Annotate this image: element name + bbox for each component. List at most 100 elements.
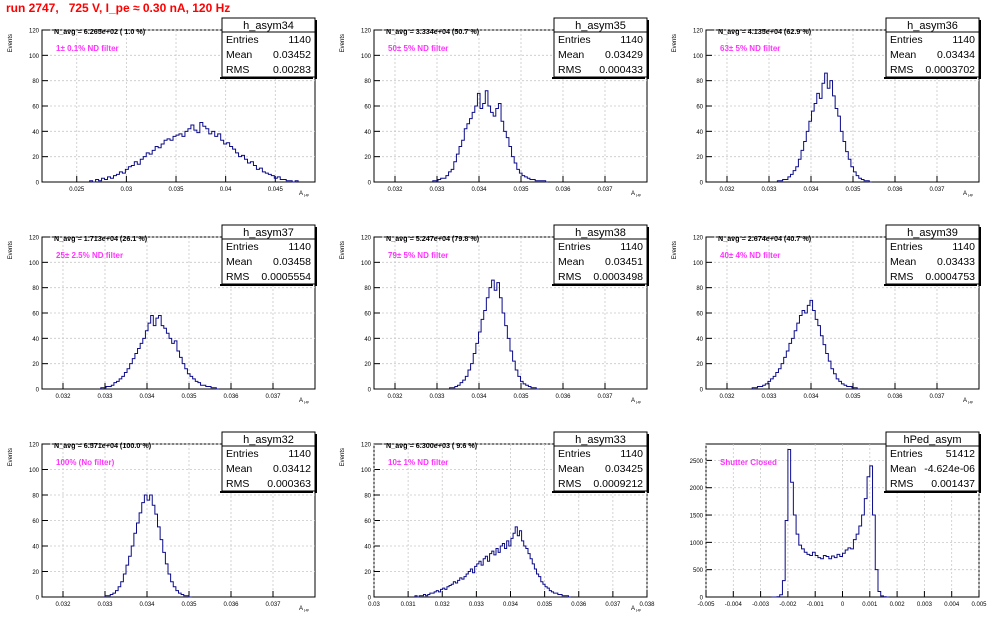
x-tick-label: 0.037 (929, 187, 945, 193)
stats-label: Entries (890, 448, 923, 460)
stats-box-shadow (884, 284, 977, 286)
x-axis-label: A μp (631, 606, 642, 612)
x-tick-label: 0.033 (429, 394, 445, 400)
y-axis-label: Events (340, 34, 346, 52)
stats-label: RMS (226, 64, 249, 76)
x-tick-label: 0 (841, 602, 845, 608)
y-tick-label: 60 (32, 519, 39, 525)
y-tick-label: 500 (693, 568, 704, 574)
x-axis-label-subscript: μp (304, 192, 309, 197)
x-tick-label: -0.005 (697, 602, 715, 608)
stats-box-title: h_asym34 (243, 20, 294, 32)
histogram-panel-h_asym33: 0 20 40 60 80 100 120 0.03 0.031 0.032 0.033 0.034 0… (340, 431, 655, 612)
y-tick-label: 20 (364, 155, 371, 161)
x-tick-label: 0.034 (803, 394, 819, 400)
stats-label: Entries (226, 448, 259, 460)
y-tick-label: 0 (700, 596, 704, 602)
y-tick-label: 1500 (690, 514, 704, 520)
y-tick-label: 0 (368, 596, 372, 602)
stats-box-shadow (315, 20, 317, 79)
navg-label: N_avg = 6.571e+04 (100.0 %) (54, 441, 152, 450)
stats-value: 1140 (620, 34, 643, 46)
y-tick-label: 20 (32, 155, 39, 161)
navg-label: N_avg = 1.713e+04 (26.1 %) (54, 234, 148, 243)
x-tick-label: 0.04 (220, 187, 232, 193)
x-tick-label: 0.038 (639, 602, 655, 608)
histogram-panel-h_asym38: 0 20 40 60 80 100 120 0.032 0.033 0.034 0.035 0.036… (340, 224, 649, 404)
y-tick-label: 2500 (690, 459, 704, 465)
x-tick-label: 0.032 (387, 394, 403, 400)
y-tick-label: 20 (364, 570, 371, 576)
stats-box-shadow (552, 491, 645, 493)
stats-label: RMS (890, 478, 913, 490)
histogram-line (100, 315, 219, 390)
stats-box-title: h_asym35 (575, 20, 626, 32)
x-tick-label: -0.001 (807, 602, 825, 608)
y-tick-label: 60 (32, 312, 39, 318)
y-tick-label: 100 (29, 261, 40, 267)
stats-box (885, 224, 980, 285)
x-tick-label: 0.03 (368, 602, 380, 608)
stats-box-shadow (552, 77, 645, 79)
x-tick-label: 0.003 (917, 602, 933, 608)
stats-box-shadow (979, 20, 981, 79)
y-tick-label: 40 (364, 130, 371, 136)
x-tick-label: 0.033 (761, 394, 777, 400)
histogram-panel-h_asym34: 0 20 40 60 80 100 120 0.025 0.03 0.035 0.04 0.045 Ev… (8, 17, 317, 197)
x-tick-label: 0.035 (169, 187, 185, 193)
stats-box-title: hPed_asym (903, 434, 961, 446)
x-tick-label: 0.035 (845, 394, 861, 400)
x-tick-label: 0.032 (55, 394, 71, 400)
filter-label: 40± 4% ND filter (720, 251, 780, 260)
y-tick-label: 60 (696, 312, 703, 318)
stats-value: 0.0003498 (593, 271, 643, 283)
histogram-line (104, 494, 192, 598)
x-axis-label-subscript: μp (636, 607, 641, 612)
x-tick-label: 0.037 (597, 394, 613, 400)
stats-box (221, 17, 316, 78)
x-tick-label: 0.032 (387, 187, 403, 193)
x-axis-label: A μp (963, 398, 974, 404)
y-tick-label: 120 (29, 236, 40, 242)
stats-label: RMS (226, 478, 249, 490)
stats-box (885, 17, 980, 78)
stats-label: Entries (226, 241, 259, 253)
y-tick-label: 0 (368, 388, 372, 394)
y-tick-label: 60 (364, 105, 371, 111)
y-tick-label: 100 (361, 54, 372, 60)
x-axis-label-subscript: μp (636, 399, 641, 404)
filter-label: 1± 0.1% ND filter (56, 44, 119, 53)
stats-value: 0.03434 (937, 49, 975, 61)
y-tick-label: 80 (32, 494, 39, 500)
x-tick-label: 0.035 (181, 602, 197, 608)
y-tick-label: 0 (36, 596, 40, 602)
x-tick-label: 0.035 (537, 602, 553, 608)
stats-value: 0.03425 (605, 463, 643, 475)
x-tick-label: 0.033 (97, 602, 113, 608)
stats-box-shadow (884, 77, 977, 79)
y-tick-label: 100 (29, 54, 40, 60)
x-tick-label: 0.036 (571, 602, 587, 608)
stats-box (885, 431, 980, 492)
y-tick-label: 0 (700, 181, 704, 187)
y-tick-label: 80 (696, 286, 703, 292)
x-tick-label: 0.036 (223, 394, 239, 400)
stats-value: 1140 (288, 448, 311, 460)
x-tick-label: 0.031 (401, 602, 417, 608)
x-tick-label: 0.036 (555, 187, 571, 193)
y-tick-label: 120 (361, 443, 372, 449)
stats-label: Mean (890, 463, 916, 475)
x-axis-label-subscript: μp (968, 192, 973, 197)
histogram-line (89, 121, 299, 183)
y-axis-label: Events (672, 241, 678, 259)
stats-value: 0.03452 (273, 49, 311, 61)
stats-value: 51412 (946, 448, 975, 460)
x-tick-label: 0.034 (139, 602, 155, 608)
y-tick-label: 100 (29, 468, 40, 474)
histogram-panel-h_asym32: 0 20 40 60 80 100 120 0.032 0.033 0.034 0.035 0.036… (8, 431, 317, 612)
stats-box-shadow (647, 20, 649, 79)
stats-value: 0.0003702 (925, 64, 975, 76)
x-tick-label: 0.033 (469, 602, 485, 608)
navg-label: N_avg = 3.334e+04 (50.7 %) (386, 27, 480, 36)
